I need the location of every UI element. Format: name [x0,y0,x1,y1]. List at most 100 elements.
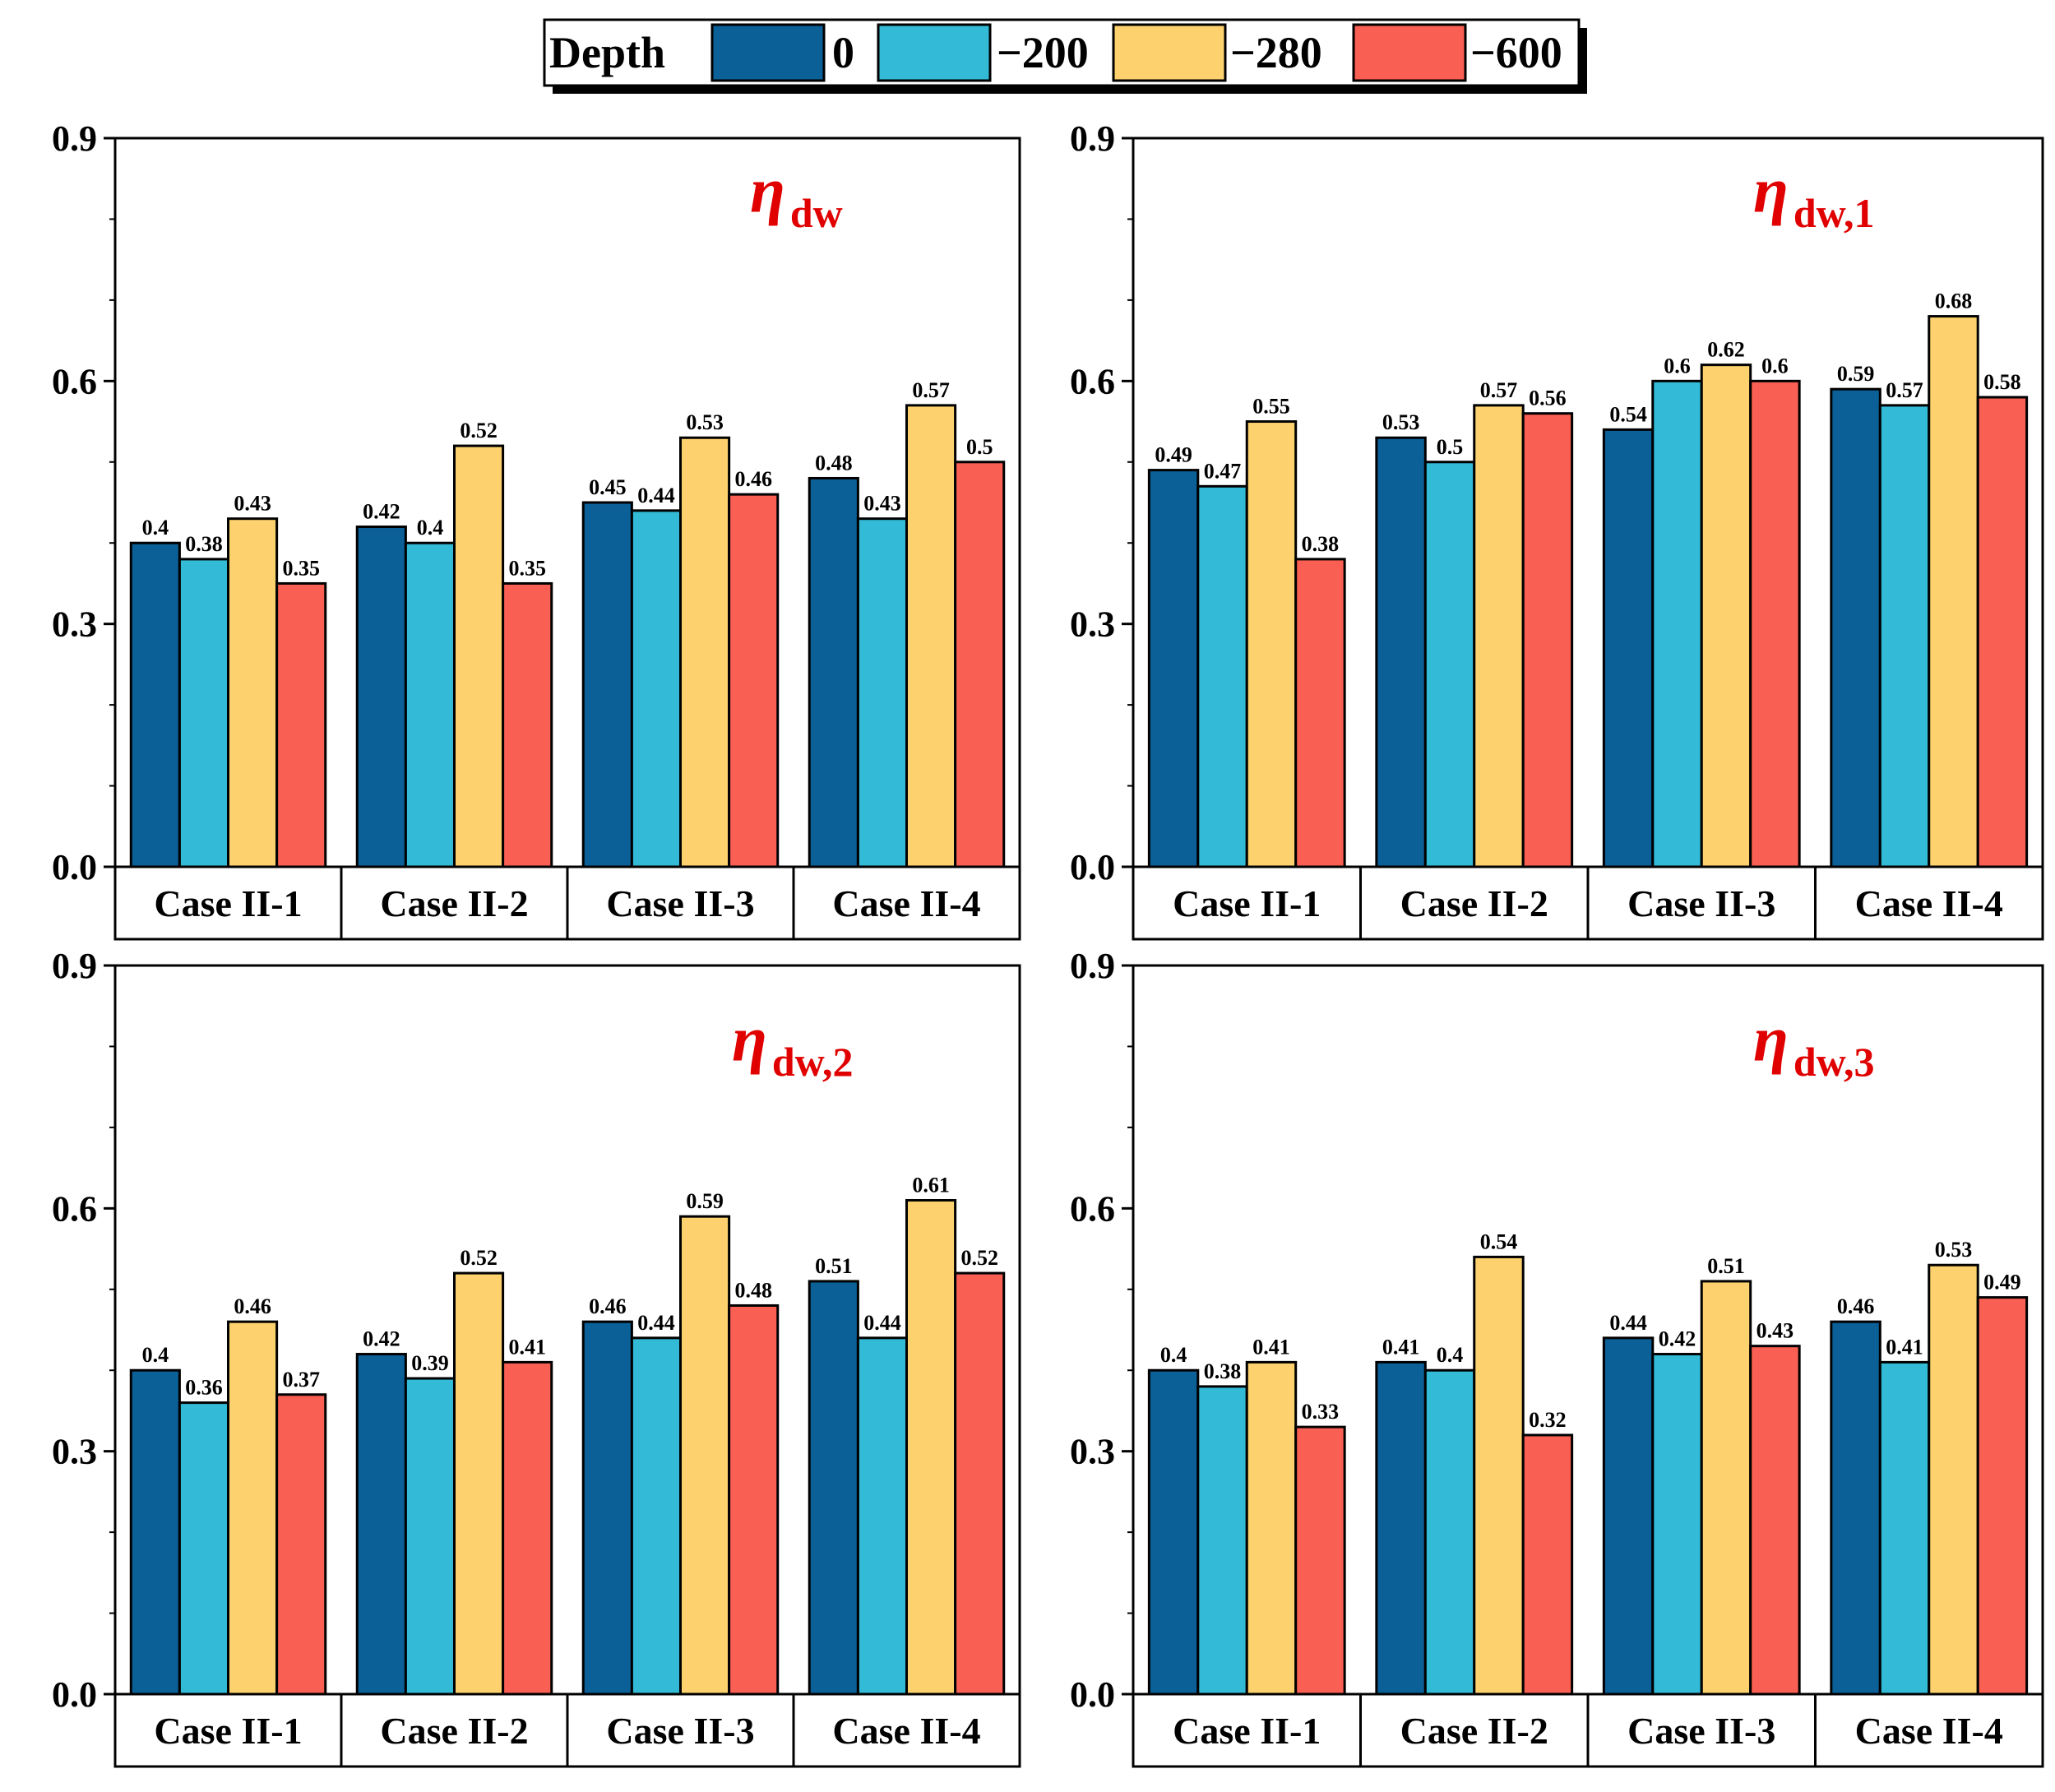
data-label: 0.42 [363,500,400,524]
bar [581,1320,633,1696]
bar [129,1368,181,1696]
bar [1521,1433,1574,1696]
data-label: 0.61 [912,1173,950,1197]
panel-title-symbol: η [1753,155,1789,226]
y-tick-label: 0.0 [1070,1674,1115,1715]
y-tick-label: 0.9 [52,946,97,986]
data-label: 0.49 [1155,443,1192,467]
category-cell [1586,865,1817,941]
data-label: 0.35 [282,556,320,580]
bar [856,1336,908,1696]
data-label: 0.52 [460,1246,498,1270]
data-label: 0.33 [1302,1400,1340,1424]
bar [453,1271,505,1696]
data-label: 0.44 [1609,1311,1647,1335]
category-cell [792,865,1021,941]
panel-title-subscript: dw,2 [772,1039,854,1085]
legend-swatch-0 [710,23,826,82]
bar [227,1320,279,1696]
bar [129,541,181,868]
panel-title: η dw,1 [1753,155,1874,236]
data-label: 0.46 [234,1294,271,1318]
legend-entry-0: 0 [710,23,854,82]
bar [404,1377,456,1696]
data-label: 0.52 [960,1246,998,1270]
data-label: 0.57 [1886,378,1923,402]
category-label: Case II-3 [1627,882,1775,924]
bar [275,581,327,868]
legend-swatch-200 [877,23,992,82]
bar [1700,363,1752,868]
data-label: 0.4 [417,516,444,539]
bar [679,436,731,868]
legend-label-0: 0 [832,28,854,77]
bar [502,581,553,868]
bar [1473,1255,1525,1696]
y-tick-label: 0.3 [52,604,97,645]
legend: Depth 0 −200 −280 −600 [543,18,1587,94]
data-label: 0.4 [142,1343,169,1367]
data-label: 0.37 [282,1368,320,1391]
bar [453,444,505,868]
y-tick-label: 0.0 [52,1674,97,1715]
y-tick-label: 0.6 [1070,1188,1115,1229]
data-label: 0.51 [815,1254,853,1278]
bar [1830,387,1881,868]
y-tick-label: 0.6 [52,361,97,401]
bar [1245,1360,1298,1696]
panel-title: η dw,3 [1753,1003,1874,1085]
data-label: 0.36 [185,1376,223,1400]
bar [1602,428,1655,868]
bar [954,1271,1006,1696]
y-tick-label: 0.0 [1070,847,1115,887]
bar [808,1280,859,1696]
bar [1294,1425,1346,1696]
y-tick-label: 0.3 [52,1432,97,1472]
data-label: 0.51 [1707,1254,1745,1278]
bar [1375,436,1427,868]
bar [728,493,780,868]
bar [1375,1360,1427,1696]
data-label: 0.43 [1756,1319,1794,1343]
category-label: Case II-3 [1627,1710,1775,1752]
data-label: 0.42 [363,1327,400,1351]
bar [581,501,633,868]
category-cell [340,865,569,941]
data-label: 0.6 [1761,354,1789,377]
y-tick-label: 0.6 [52,1188,97,1229]
category-label: Case II-2 [380,1710,528,1752]
data-label: 0.62 [1707,338,1745,362]
data-label: 0.53 [1382,410,1420,434]
bar [1749,379,1801,868]
bar [1878,1360,1931,1696]
bar [954,461,1006,868]
data-label: 0.54 [1609,402,1647,426]
bar [502,1360,553,1696]
category-label: Case II-1 [154,882,302,924]
data-label: 0.54 [1480,1229,1518,1253]
bar [1976,396,2029,868]
panel-eta-dw-2: 0.0 0.3 0.6 0.9 Case II-1 0.4 0.36 0.46 0.37 Case… [52,946,1021,1768]
legend-swatch-600 [1352,23,1467,82]
bar [1294,558,1346,868]
category-label: Case II-4 [1855,1710,2003,1752]
legend-title: Depth [549,28,665,77]
data-label: 0.6 [1664,354,1691,377]
category-cell [1132,865,1362,941]
data-label: 0.41 [508,1335,546,1359]
legend-entry-280: −280 [1112,23,1322,82]
data-label: 0.48 [734,1278,772,1302]
data-label: 0.44 [637,1311,675,1335]
bar [1245,420,1298,868]
data-label: 0.46 [589,1294,627,1318]
data-label: 0.39 [411,1351,449,1375]
category-label: Case II-2 [380,882,528,924]
panel-eta-dw: 0.0 0.3 0.6 0.9 Case II-1 0.4 0.38 0.43 0.35 Case… [52,118,1021,941]
data-label: 0.43 [234,492,271,516]
bar [227,517,279,868]
bar [1521,412,1574,868]
bar [275,1393,327,1696]
bar [1147,1368,1200,1696]
category-cell [1814,1692,2044,1768]
bar [1928,1263,1979,1696]
